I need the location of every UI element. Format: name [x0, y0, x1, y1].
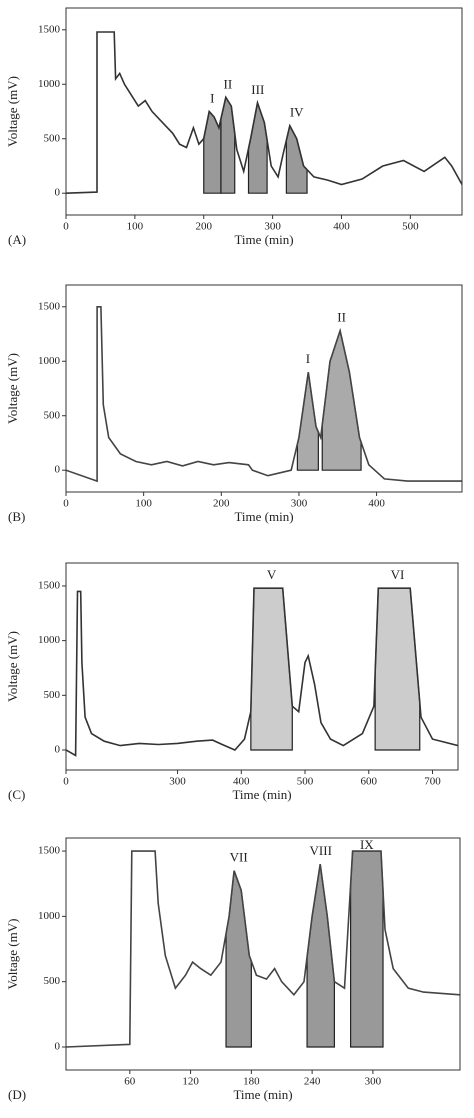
- x-axis-label: Time (min): [232, 787, 291, 802]
- y-tick-label: 500: [44, 689, 61, 701]
- plot-frame: [65, 837, 461, 1071]
- x-tick-label: 400: [233, 776, 250, 788]
- y-axis-label: Voltage (mV): [5, 631, 20, 702]
- y-tick-label: 500: [44, 132, 61, 144]
- x-tick-label: 400: [333, 221, 350, 233]
- fraction-area: [374, 587, 421, 751]
- fraction-area: [285, 123, 308, 194]
- y-tick-label: 0: [55, 187, 61, 199]
- y-tick-label: 0: [55, 1041, 61, 1053]
- panel: V VI 0 500 1000 1500 0 300 400 500 600 700 Time (min…: [5, 562, 459, 802]
- y-tick-label: 1500: [38, 23, 61, 35]
- trace: [66, 587, 458, 757]
- x-tick-label: 0: [63, 221, 69, 233]
- panel-label: (A): [8, 232, 26, 247]
- x-tick-label: 180: [243, 1076, 260, 1088]
- x-tick-label: 300: [264, 221, 281, 233]
- fraction-label: VII: [230, 850, 248, 865]
- x-tick-label: 0: [63, 776, 69, 788]
- fraction-label: II: [224, 76, 233, 91]
- x-axis-label: Time (min): [233, 1087, 292, 1102]
- x-tick-label: 200: [213, 498, 230, 510]
- y-axis-label: Voltage (mV): [5, 76, 20, 147]
- fraction-label: VI: [391, 567, 405, 582]
- x-tick-label: 200: [195, 221, 212, 233]
- x-axis-label: Time (min): [234, 232, 293, 247]
- fraction-label: VIII: [310, 843, 332, 858]
- fraction-label: V: [267, 567, 277, 582]
- x-tick-label: 700: [424, 776, 441, 788]
- fraction-area: [350, 850, 384, 1048]
- x-axis-label: Time (min): [234, 509, 293, 524]
- x-tick-label: 100: [127, 221, 144, 233]
- y-tick-label: 500: [44, 409, 61, 421]
- fraction-label: III: [251, 82, 264, 97]
- y-tick-label: 1000: [38, 910, 61, 922]
- y-tick-label: 500: [44, 975, 61, 987]
- fraction-label: II: [337, 310, 346, 325]
- y-tick-label: 1500: [38, 845, 61, 857]
- y-axis-label: Voltage (mV): [5, 919, 20, 990]
- y-tick-label: 0: [55, 744, 61, 756]
- fraction-label: I: [306, 351, 310, 366]
- fraction-area: [306, 864, 336, 1048]
- y-tick-label: 1500: [38, 300, 61, 312]
- trace: [66, 850, 460, 1048]
- fraction-label: IV: [290, 105, 304, 120]
- panel-label: (B): [8, 509, 25, 524]
- x-tick-label: 120: [182, 1076, 199, 1088]
- trace: [66, 31, 462, 195]
- x-tick-label: 400: [368, 498, 385, 510]
- panel-label: (D): [8, 1087, 26, 1102]
- plot-frame: [65, 284, 463, 493]
- x-tick-label: 300: [291, 498, 308, 510]
- fraction-label: IX: [360, 837, 374, 852]
- plot-frame: [65, 7, 463, 216]
- fraction-label: I: [210, 90, 214, 105]
- y-tick-label: 0: [55, 464, 61, 476]
- x-tick-label: 0: [63, 498, 69, 510]
- fraction-area: [321, 328, 362, 471]
- x-tick-label: 500: [402, 221, 419, 233]
- y-axis-label: Voltage (mV): [5, 353, 20, 424]
- x-tick-label: 100: [135, 498, 152, 510]
- x-tick-label: 600: [361, 776, 378, 788]
- y-tick-label: 1500: [38, 579, 61, 591]
- panel-label: (C): [8, 787, 25, 802]
- panel: VII VIII IX 0 500 1000 1500 60 120 180 240 300 Time …: [5, 837, 461, 1102]
- y-tick-label: 1000: [38, 634, 61, 646]
- x-tick-label: 300: [169, 776, 186, 788]
- fraction-area: [225, 870, 252, 1048]
- x-tick-label: 500: [297, 776, 314, 788]
- plot-frame: [65, 562, 459, 771]
- fraction-area: [247, 100, 268, 194]
- x-tick-label: 60: [124, 1076, 136, 1088]
- y-tick-label: 1000: [38, 355, 61, 367]
- fraction-area: [250, 587, 293, 751]
- x-tick-label: 300: [365, 1076, 382, 1088]
- x-tick-label: 240: [304, 1076, 321, 1088]
- y-tick-label: 1000: [38, 78, 61, 90]
- trace: [66, 306, 462, 483]
